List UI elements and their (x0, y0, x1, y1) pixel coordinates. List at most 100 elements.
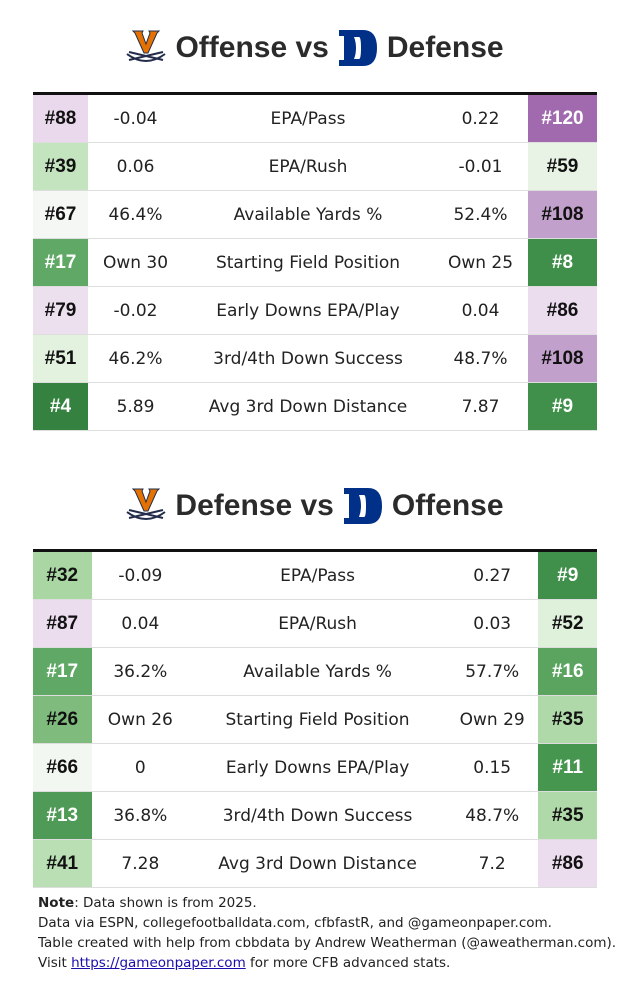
stat-name-cell: EPA/Pass (189, 550, 446, 600)
uva-rank-cell: #51 (33, 334, 88, 383)
title-defense-vs-offense: Defense vs Offense (0, 486, 629, 526)
duke-value-cell: 0.15 (445, 743, 539, 792)
uva-rank-cell: #17 (33, 238, 88, 287)
uva-value-cell: -0.02 (88, 286, 183, 335)
uva-rank-cell: #41 (33, 839, 92, 888)
uva-rank-cell: #26 (33, 695, 92, 744)
duke-logo-icon (338, 30, 377, 66)
stat-name-cell: Available Yards % (183, 190, 433, 239)
uva-value-cell: 46.2% (88, 334, 183, 383)
stat-name-cell: 3rd/4th Down Success (183, 334, 433, 383)
uva-value-cell: -0.04 (88, 93, 183, 143)
duke-value-cell: 0.22 (433, 93, 528, 143)
title-right: Offense (391, 489, 504, 522)
duke-rank-cell: #11 (538, 743, 597, 792)
uva-rank-cell: #13 (33, 791, 92, 840)
duke-rank-cell: #16 (538, 647, 597, 696)
stat-name-cell: Early Downs EPA/Play (183, 286, 433, 335)
table-row: #39 0.06 EPA/Rush -0.01 #59 (33, 142, 597, 191)
table-row: #32 -0.09 EPA/Pass 0.27 #9 (33, 550, 597, 600)
uva-value-cell: Own 26 (91, 695, 190, 744)
table-row: #88 -0.04 EPA/Pass 0.22 #120 (33, 93, 597, 143)
stat-name-cell: Starting Field Position (183, 238, 433, 287)
uva-rank-cell: #17 (33, 647, 92, 696)
table-row: #87 0.04 EPA/Rush 0.03 #52 (33, 599, 597, 648)
title-right: Defense (386, 31, 504, 64)
uva-value-cell: 0.06 (88, 142, 183, 191)
duke-rank-cell: #59 (528, 142, 597, 191)
duke-rank-cell: #120 (528, 93, 597, 143)
uva-value-cell: 0 (91, 743, 190, 792)
duke-rank-cell: #35 (538, 791, 597, 840)
uva-value-cell: 7.28 (91, 839, 190, 888)
credits-line: Table created with help from cbbdata by … (38, 935, 617, 951)
title-left: Offense vs (175, 31, 329, 64)
duke-value-cell: 7.87 (433, 382, 528, 431)
uva-rank-cell: #4 (33, 382, 88, 431)
note-line: : Data shown is from 2025. (74, 895, 257, 911)
duke-rank-cell: #9 (538, 550, 597, 600)
visit-suffix: for more CFB advanced stats. (245, 955, 451, 971)
uva-value-cell: 36.8% (91, 791, 190, 840)
uva-logo-icon (126, 30, 167, 62)
uva-value-cell: Own 30 (88, 238, 183, 287)
table-row: #41 7.28 Avg 3rd Down Distance 7.2 #86 (33, 839, 597, 888)
uva-value-cell: 5.89 (88, 382, 183, 431)
table-row: #79 -0.02 Early Downs EPA/Play 0.04 #86 (33, 286, 597, 335)
duke-rank-cell: #8 (528, 238, 597, 287)
duke-rank-cell: #9 (528, 382, 597, 431)
uva-rank-cell: #87 (33, 599, 92, 648)
stat-name-cell: Available Yards % (189, 647, 446, 696)
uva-rank-cell: #66 (33, 743, 92, 792)
table-row: #51 46.2% 3rd/4th Down Success 48.7% #108 (33, 334, 597, 383)
stat-name-cell: EPA/Rush (183, 142, 433, 191)
uva-rank-cell: #67 (33, 190, 88, 239)
duke-value-cell: 0.04 (433, 286, 528, 335)
uva-value-cell: -0.09 (91, 550, 190, 600)
duke-value-cell: 57.7% (445, 647, 539, 696)
defense-vs-offense-table: #32 -0.09 EPA/Pass 0.27 #9 #87 0.04 EPA/Rush 0.0… (33, 549, 597, 888)
stat-name-cell: Starting Field Position (189, 695, 446, 744)
duke-rank-cell: #108 (528, 334, 597, 383)
note-label: Note (38, 895, 75, 911)
sources-line: Data via ESPN, collegefootballdata.com, … (38, 915, 552, 931)
stat-name-cell: Avg 3rd Down Distance (189, 839, 446, 888)
gameonpaper-link[interactable]: https://gameonpaper.com (71, 955, 246, 971)
uva-logo-icon (126, 488, 167, 520)
duke-rank-cell: #86 (528, 286, 597, 335)
title-left: Defense vs (175, 489, 334, 522)
visit-text: Visit (38, 955, 72, 971)
table-row: #67 46.4% Available Yards % 52.4% #108 (33, 190, 597, 239)
stat-name-cell: Early Downs EPA/Play (189, 743, 446, 792)
uva-value-cell: 36.2% (91, 647, 190, 696)
stat-name-cell: Avg 3rd Down Distance (183, 382, 433, 431)
uva-value-cell: 0.04 (91, 599, 190, 648)
duke-logo-icon (343, 488, 382, 524)
uva-value-cell: 46.4% (88, 190, 183, 239)
duke-value-cell: 0.27 (445, 550, 539, 600)
duke-rank-cell: #35 (538, 695, 597, 744)
duke-value-cell: 7.2 (445, 839, 539, 888)
table-row: #17 36.2% Available Yards % 57.7% #16 (33, 647, 597, 696)
uva-rank-cell: #88 (33, 93, 88, 143)
uva-rank-cell: #32 (33, 550, 92, 600)
duke-value-cell: Own 25 (433, 238, 528, 287)
table-row: #17 Own 30 Starting Field Position Own 25 #8 (33, 238, 597, 287)
uva-rank-cell: #39 (33, 142, 88, 191)
offense-vs-defense-table: #88 -0.04 EPA/Pass 0.22 #120 #39 0.06 EPA/Rush -… (33, 92, 597, 431)
uva-rank-cell: #79 (33, 286, 88, 335)
duke-value-cell: 52.4% (433, 190, 528, 239)
stat-name-cell: EPA/Pass (183, 93, 433, 143)
table-row: #26 Own 26 Starting Field Position Own 29 #3… (33, 695, 597, 744)
duke-value-cell: -0.01 (433, 142, 528, 191)
duke-value-cell: 0.03 (445, 599, 539, 648)
duke-value-cell: Own 29 (445, 695, 539, 744)
duke-rank-cell: #52 (538, 599, 597, 648)
stat-name-cell: 3rd/4th Down Success (189, 791, 446, 840)
duke-rank-cell: #86 (538, 839, 597, 888)
duke-rank-cell: #108 (528, 190, 597, 239)
footnote: Note: Data shown is from 2025. Data via … (38, 893, 616, 973)
stat-name-cell: EPA/Rush (189, 599, 446, 648)
table-row: #4 5.89 Avg 3rd Down Distance 7.87 #9 (33, 382, 597, 431)
duke-value-cell: 48.7% (445, 791, 539, 840)
